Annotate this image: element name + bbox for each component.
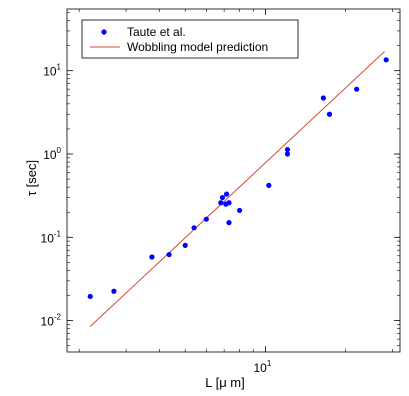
data-point <box>266 182 272 188</box>
model-prediction-line <box>89 51 385 327</box>
data-point <box>203 216 209 222</box>
y-tick-labels: 10-2 10-1 100 101 <box>41 63 62 329</box>
y-axis-label: τ [sec] <box>24 160 39 196</box>
minor-ticks <box>67 9 400 352</box>
data-point <box>354 86 360 92</box>
legend-label-taute: Taute et al. <box>127 25 186 39</box>
data-point <box>111 288 117 294</box>
data-point <box>236 207 243 214</box>
data-point <box>218 200 224 206</box>
data-point <box>182 242 188 248</box>
y-tick-label: 100 <box>43 146 61 162</box>
data-point <box>320 95 326 101</box>
y-tick-label: 10-2 <box>41 313 62 329</box>
legend-marker-taute <box>101 29 107 35</box>
y-tick-label: 10-1 <box>41 229 62 245</box>
data-point <box>284 151 291 157</box>
plot-area: 101 10-2 10-1 100 101 <box>41 8 401 375</box>
data-point <box>326 111 333 117</box>
x-tick-label: 101 <box>254 359 272 375</box>
data-point <box>284 146 291 153</box>
data-point <box>226 200 232 206</box>
data-point <box>219 194 226 201</box>
y-tick-label: 101 <box>43 63 61 79</box>
data-point <box>226 220 232 226</box>
data-point <box>166 251 172 258</box>
series-line-group <box>89 51 385 327</box>
data-point <box>383 57 389 63</box>
series-points-group <box>87 57 389 300</box>
legend-label-model: Wobbling model prediction <box>127 40 268 54</box>
data-point <box>149 254 155 260</box>
data-point <box>223 191 230 197</box>
plot-frame <box>66 8 401 353</box>
legend-box <box>81 19 299 59</box>
x-tick-labels: 101 <box>254 359 272 375</box>
data-point <box>191 225 197 231</box>
data-point <box>87 293 93 300</box>
major-ticks <box>67 9 400 352</box>
legend: Taute et al. Wobbling model prediction <box>81 19 299 59</box>
x-axis-label: L [μ m] <box>205 375 245 390</box>
